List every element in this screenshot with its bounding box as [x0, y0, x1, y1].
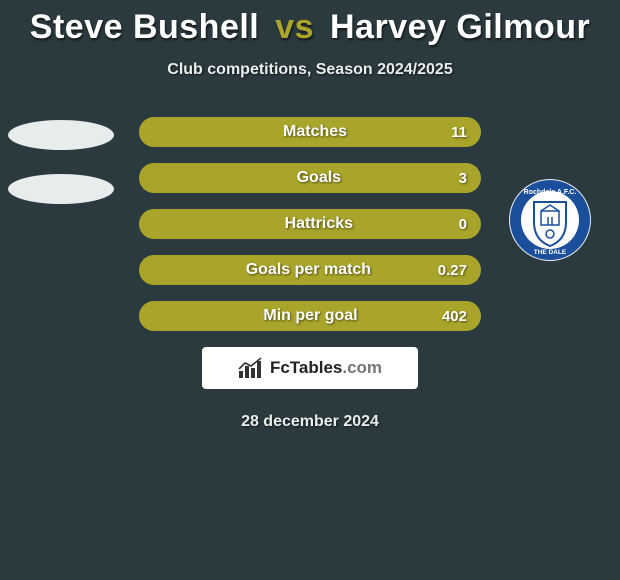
stat-bar: Goals3	[139, 163, 481, 193]
stat-value: 0.27	[438, 262, 481, 279]
branding-box: FcTables.com	[202, 347, 418, 389]
player2-name: Harvey Gilmour	[330, 8, 590, 46]
badge-bottom-text: THE DALE	[534, 249, 567, 256]
stat-value: 402	[442, 308, 481, 325]
branding-main: FcTables	[270, 358, 342, 377]
stat-bar: Min per goal402	[139, 301, 481, 331]
stat-value: 3	[459, 170, 481, 187]
stat-value: 0	[459, 216, 481, 233]
stat-label: Matches	[139, 123, 451, 141]
badge-top-text: Rochdale A.F.C.	[524, 189, 577, 196]
stat-value: 11	[451, 124, 481, 141]
vs-label: vs	[275, 8, 314, 46]
stat-bar: Goals per match0.27	[139, 255, 481, 285]
player1-name: Steve Bushell	[30, 8, 259, 46]
bars-icon	[238, 357, 264, 379]
stat-bar: Hattricks0	[139, 209, 481, 239]
stat-bar: Matches11	[139, 117, 481, 147]
comparison-title: Steve Bushell vs Harvey Gilmour	[0, 0, 620, 47]
stat-label: Hattricks	[139, 215, 459, 233]
stat-label: Goals per match	[139, 261, 438, 279]
stat-label: Goals	[139, 169, 459, 187]
rochdale-badge: Rochdale A.F.C. THE DALE	[500, 178, 600, 262]
subtitle: Club competitions, Season 2024/2025	[0, 61, 620, 79]
branding-text: FcTables.com	[270, 358, 382, 378]
stat-label: Min per goal	[139, 307, 442, 325]
date-label: 28 december 2024	[0, 413, 620, 431]
branding-suffix: .com	[342, 358, 382, 377]
